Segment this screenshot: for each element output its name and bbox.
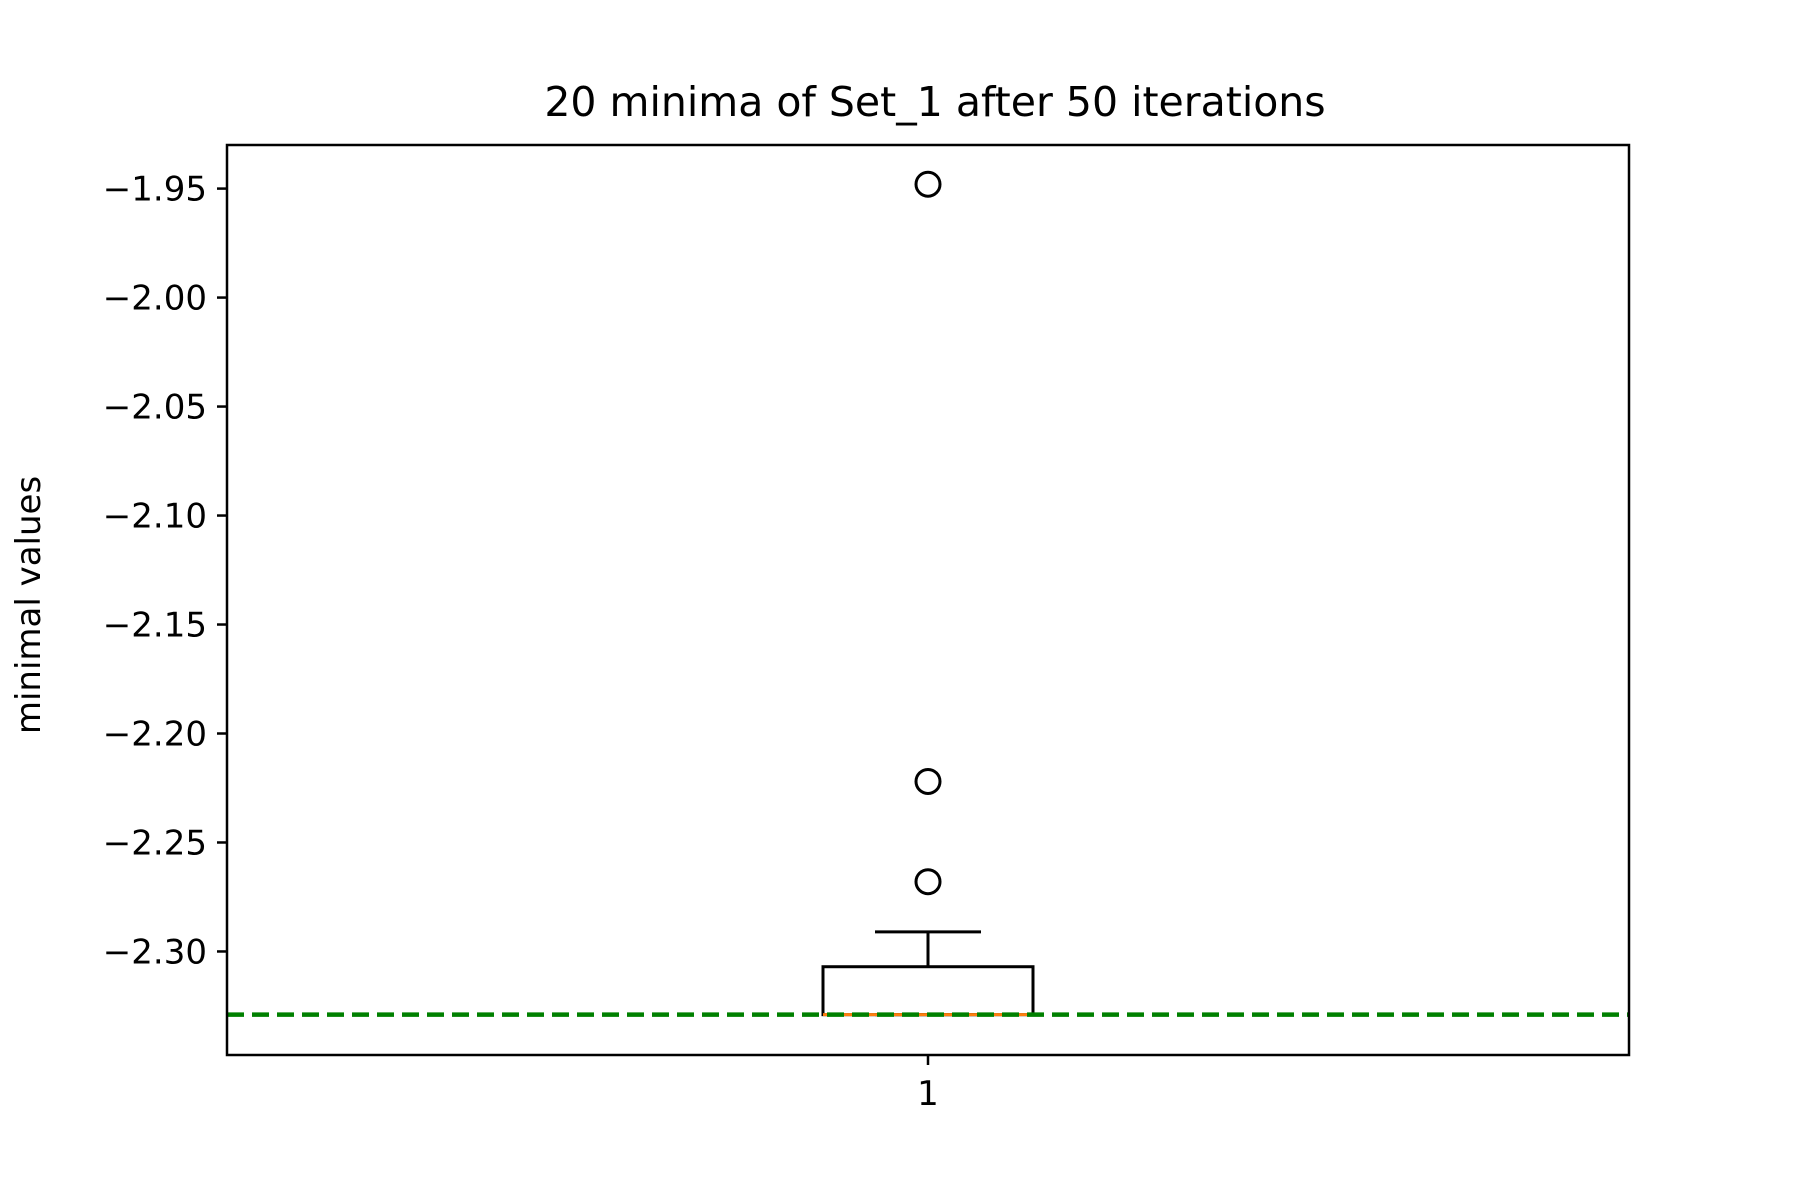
y-tick-label: −1.95: [103, 170, 207, 210]
y-tick-label: −2.05: [103, 388, 207, 428]
y-tick-label: −2.30: [103, 932, 207, 972]
axes-frame: [225, 143, 1631, 1057]
x-tick-label: 1: [917, 1074, 939, 1114]
outlier-point: [914, 868, 942, 896]
iqr-box: [821, 965, 1035, 1017]
plot-area: −1.95 −2.00 −2.05 −2.10 −2.15 −2.20 −2.25 −2.30…: [103, 143, 1631, 1114]
y-tick-label: −2.25: [103, 823, 207, 863]
chart-title: 20 minima of Set_1 after 50 iterations: [544, 78, 1325, 126]
y-tick-label: −2.10: [103, 497, 207, 537]
y-tick-label: −2.20: [103, 715, 207, 755]
y-tick-label: −2.00: [103, 279, 207, 319]
outlier-point: [914, 767, 942, 795]
outlier-point: [914, 170, 942, 198]
y-tick-label: −2.15: [103, 606, 207, 646]
y-axis-label: minimal values: [9, 476, 49, 734]
